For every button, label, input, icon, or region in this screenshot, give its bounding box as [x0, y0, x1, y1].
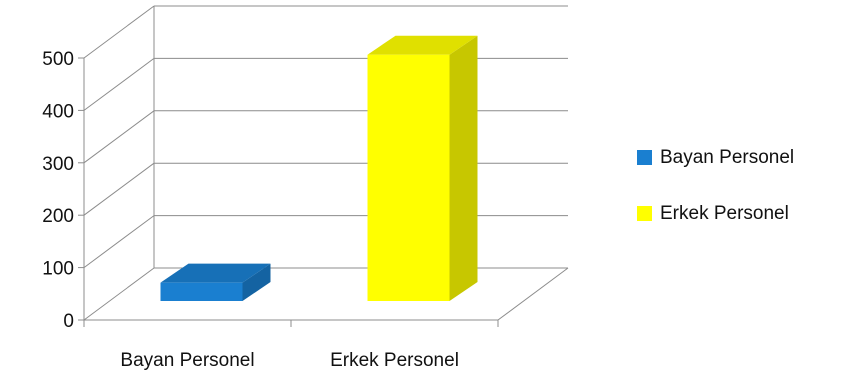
gridline-side-0 [83, 267, 155, 321]
legend-swatch [637, 150, 652, 165]
bar-front-face [160, 282, 243, 301]
legend-item: Bayan Personel [637, 147, 794, 168]
y-tick-label: 100 [42, 259, 74, 280]
gridlines [83, 5, 568, 321]
floor-right-edge [497, 267, 569, 321]
legend-item: Erkek Personel [637, 203, 789, 224]
y-axis: 0 100 200 300 400 500 [42, 49, 84, 332]
legend-label: Bayan Personel [660, 147, 794, 168]
y-tick-label: 300 [42, 154, 74, 175]
bar-erkek-personel [367, 35, 478, 301]
x-tick-label: Bayan Personel [120, 350, 254, 371]
legend: Bayan Personel Erkek Personel [637, 147, 794, 224]
y-tick-label: 0 [63, 311, 74, 332]
x-tick-label: Erkek Personel [330, 350, 459, 371]
gridline-side-500 [83, 5, 155, 59]
gridline-side-400 [83, 57, 155, 111]
bar-side-face [242, 263, 271, 301]
gridline-side-300 [83, 110, 155, 164]
y-tick-label: 500 [42, 49, 74, 70]
bar-top-face [160, 263, 271, 283]
bar-front-face [367, 54, 450, 301]
gridline-side-100 [83, 215, 155, 269]
legend-swatch [637, 206, 652, 221]
gridline-side-200 [83, 162, 155, 216]
x-axis: Bayan Personel Erkek Personel [83, 320, 499, 371]
y-tick-label: 200 [42, 206, 74, 227]
bar-bayan-personel [160, 263, 271, 301]
bar-side-face [449, 35, 478, 301]
bars [160, 35, 478, 301]
bar-top-face [367, 35, 478, 55]
y-tick-label: 400 [42, 101, 74, 122]
legend-label: Erkek Personel [660, 203, 789, 224]
